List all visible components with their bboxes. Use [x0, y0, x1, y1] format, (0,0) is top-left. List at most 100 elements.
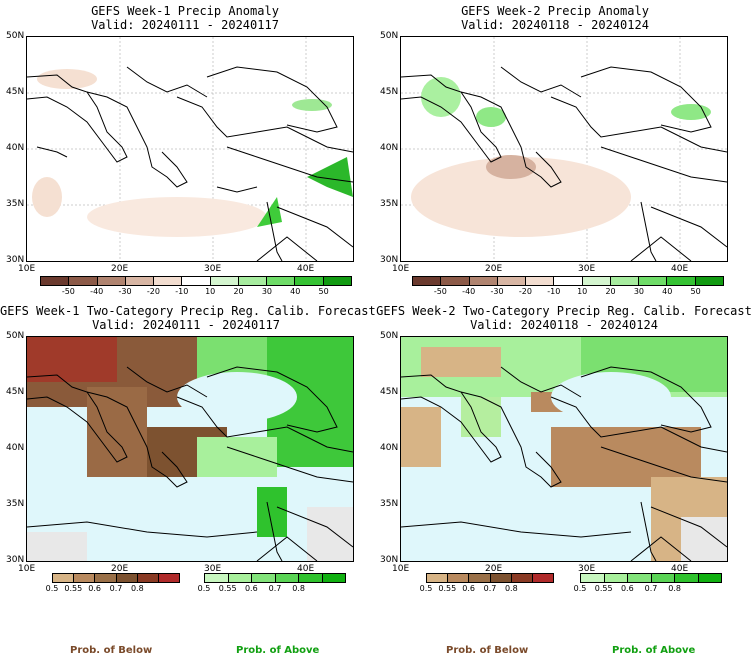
prob-above-label: Prob. of Above: [612, 645, 696, 656]
title-week1-prob-text: GEFS Week-1 Two-Category Precip Reg. Cal…: [0, 304, 376, 318]
colorbar-swatch: [554, 277, 583, 285]
lon-label: 20E: [485, 564, 503, 574]
lat-label: 30N: [380, 555, 399, 565]
colorbar-swatch: [695, 277, 723, 285]
colorbar-tick-label: -40: [90, 287, 104, 296]
colorbar-tick-label: -20: [518, 287, 532, 296]
colorbar-tick-label: -30: [118, 287, 132, 296]
colorbar-swatch: [205, 574, 229, 582]
colorbar-tick-label: 0.55: [218, 584, 237, 593]
colorbar-tick-label: 0.7: [644, 584, 658, 593]
colorbar-swatch: [125, 277, 155, 285]
colorbar-swatch: [53, 574, 75, 582]
lat-label: 30N: [380, 255, 399, 265]
lon-label: 10E: [392, 564, 410, 574]
colorbar-swatch: [182, 277, 211, 285]
colorbar-swatch: [275, 574, 299, 582]
colorbar-swatch: [69, 277, 98, 285]
colorbar-week2-below-ticks: 0.5 0.55 0.6 0.7 0.8: [420, 584, 554, 594]
valid-week2-prob: Valid: 20240118 - 20240124: [470, 318, 658, 332]
colorbar-tick-label: 40: [662, 287, 673, 296]
lat-label: 40N: [380, 443, 399, 453]
colorbar-tick-label: 0.6: [244, 584, 258, 593]
colorbar-swatch: [116, 574, 138, 582]
map-week1-probability: [26, 336, 354, 562]
colorbar-tick-label: 0.8: [668, 584, 682, 593]
colorbar-tick-label: 0.55: [64, 584, 83, 593]
colorbar-swatch: [228, 574, 252, 582]
colorbar-week1-above-ticks: 0.5 0.55 0.6 0.7 0.8: [198, 584, 346, 594]
colorbar-swatch: [97, 277, 126, 285]
colorbar-tick-label: 10: [577, 287, 588, 296]
colorbar-tick-label: 0.7: [483, 584, 497, 593]
title-week1-prob: GEFS Week-1 Two-Category Precip Reg. Cal…: [0, 304, 376, 332]
colorbar-swatch: [238, 277, 268, 285]
colorbar-week1-below-ticks: 0.5 0.55 0.6 0.7 0.8: [46, 584, 180, 594]
colorbar-tick-label: 30: [261, 287, 272, 296]
colorbar-tick-label: 20: [233, 287, 244, 296]
colorbar-tick-label: 0.5: [573, 584, 587, 593]
colorbar-swatch: [210, 277, 239, 285]
lat-label: 35N: [380, 499, 399, 509]
lon-label: 30E: [204, 264, 222, 274]
colorbar-tick-label: 50: [318, 287, 329, 296]
map-week1-anomaly-svg: [27, 37, 353, 261]
colorbar-tick-label: 10: [205, 287, 216, 296]
colorbar-week1-anomaly: [40, 276, 352, 286]
lon-label: 30E: [204, 564, 222, 574]
valid-week1-prob: Valid: 20240111 - 20240117: [92, 318, 280, 332]
colorbar-swatch: [95, 574, 117, 582]
lat-label: 45N: [6, 87, 25, 97]
colorbar-tick-label: 0.5: [419, 584, 433, 593]
colorbar-swatch: [651, 574, 675, 582]
colorbar-tick-label: 0.7: [109, 584, 123, 593]
colorbar-tick-label: 0.8: [130, 584, 144, 593]
colorbar-swatch: [490, 574, 512, 582]
lon-label: 30E: [578, 564, 596, 574]
lat-label: 30N: [6, 555, 25, 565]
colorbar-tick-label: -10: [175, 287, 189, 296]
colorbar-week1-below: [52, 573, 180, 583]
colorbar-swatch: [675, 574, 699, 582]
colorbar-tick-label: 0.7: [268, 584, 282, 593]
colorbar-swatch: [41, 277, 70, 285]
colorbar-swatch: [158, 574, 180, 582]
valid-week2-anom: Valid: 20240118 - 20240124: [461, 18, 649, 32]
colorbar-tick-label: 0.55: [594, 584, 613, 593]
map-week2-anomaly: [400, 36, 728, 262]
colorbar-week1-anomaly-ticks: -50 -40 -30 -20 -10 10 20 30 40 50: [40, 287, 352, 297]
colorbar-swatch: [667, 277, 696, 285]
colorbar-tick-label: 0.8: [504, 584, 518, 593]
colorbar-tick-label: 50: [690, 287, 701, 296]
colorbar-tick-label: 0.5: [197, 584, 211, 593]
colorbar-swatch: [469, 574, 491, 582]
colorbar-swatch: [582, 277, 611, 285]
colorbar-swatch: [154, 277, 183, 285]
lon-label: 40E: [671, 564, 689, 574]
colorbar-tick-label: 30: [633, 287, 644, 296]
lat-label: 40N: [380, 143, 399, 153]
colorbar-swatch: [526, 277, 555, 285]
colorbar-swatch: [137, 574, 159, 582]
colorbar-tick-label: -10: [547, 287, 561, 296]
colorbar-tick-label: 40: [290, 287, 301, 296]
colorbar-tick-label: 0.5: [45, 584, 59, 593]
lon-label: 30E: [578, 264, 596, 274]
colorbar-tick-label: -50: [433, 287, 447, 296]
colorbar-tick-label: 0.55: [438, 584, 457, 593]
lat-label: 35N: [6, 199, 25, 209]
colorbar-swatch: [511, 574, 533, 582]
lon-label: 20E: [111, 264, 129, 274]
lat-label: 50N: [380, 31, 399, 41]
lon-label: 10E: [392, 264, 410, 274]
colorbar-swatch: [252, 574, 276, 582]
title-week2-anom-text: GEFS Week-2 Precip Anomaly: [461, 4, 649, 18]
lat-label: 35N: [380, 199, 399, 209]
colorbar-swatch: [322, 574, 345, 582]
lon-label: 40E: [297, 264, 315, 274]
lat-label: 45N: [380, 387, 399, 397]
colorbar-tick-label: 0.6: [620, 584, 634, 593]
colorbar-swatch: [497, 277, 527, 285]
lat-label: 40N: [6, 443, 25, 453]
colorbar-week2-above: [580, 573, 722, 583]
